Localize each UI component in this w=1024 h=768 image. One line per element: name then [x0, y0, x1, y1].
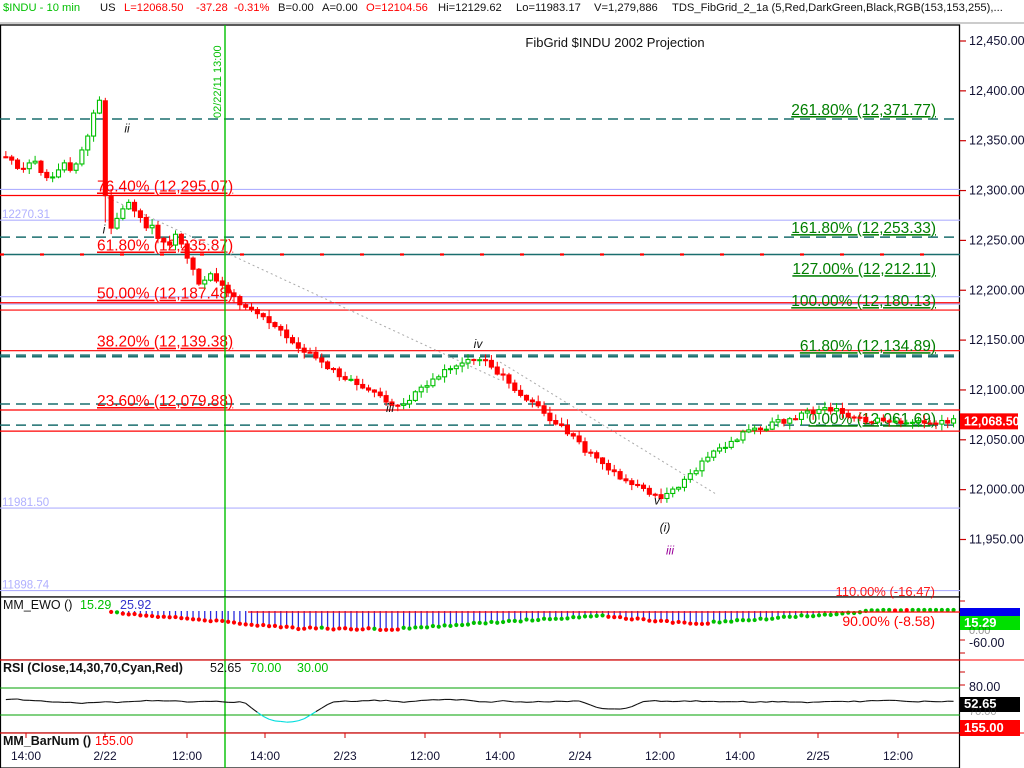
svg-text:90.00% (-8.58): 90.00% (-8.58) — [842, 613, 935, 629]
svg-text:80.00: 80.00 — [969, 680, 1000, 694]
svg-text:2/24: 2/24 — [568, 749, 592, 763]
svg-text:12:00: 12:00 — [410, 749, 440, 763]
svg-text:2/22: 2/22 — [93, 749, 117, 763]
svg-text:25.92: 25.92 — [120, 598, 151, 612]
svg-text:70.00: 70.00 — [969, 706, 997, 718]
svg-text:14:00: 14:00 — [250, 749, 280, 763]
svg-text:155.00: 155.00 — [95, 734, 133, 748]
svg-text:14:00: 14:00 — [485, 749, 515, 763]
svg-text:14:00: 14:00 — [725, 749, 755, 763]
svg-text:2/25: 2/25 — [806, 749, 830, 763]
svg-text:MM_EWO (): MM_EWO () — [3, 598, 72, 612]
svg-text:30.00: 30.00 — [297, 661, 328, 675]
svg-text:15.29: 15.29 — [80, 598, 111, 612]
svg-text:12:00: 12:00 — [172, 749, 202, 763]
svg-text:RSI (Close,14,30,70,Cyan,Red): RSI (Close,14,30,70,Cyan,Red) — [3, 661, 183, 675]
svg-text:14:00: 14:00 — [11, 749, 41, 763]
svg-text:52.65: 52.65 — [210, 661, 241, 675]
svg-text:2/23: 2/23 — [333, 749, 357, 763]
svg-text:MM_BarNum (): MM_BarNum () — [3, 734, 91, 748]
svg-text:110.00% (-16.47): 110.00% (-16.47) — [836, 584, 936, 599]
svg-text:12:00: 12:00 — [645, 749, 675, 763]
svg-text:-60.00: -60.00 — [969, 636, 1004, 650]
svg-text:155.00: 155.00 — [964, 720, 1004, 735]
svg-text:12:00: 12:00 — [883, 749, 913, 763]
svg-text:70.00: 70.00 — [250, 661, 281, 675]
